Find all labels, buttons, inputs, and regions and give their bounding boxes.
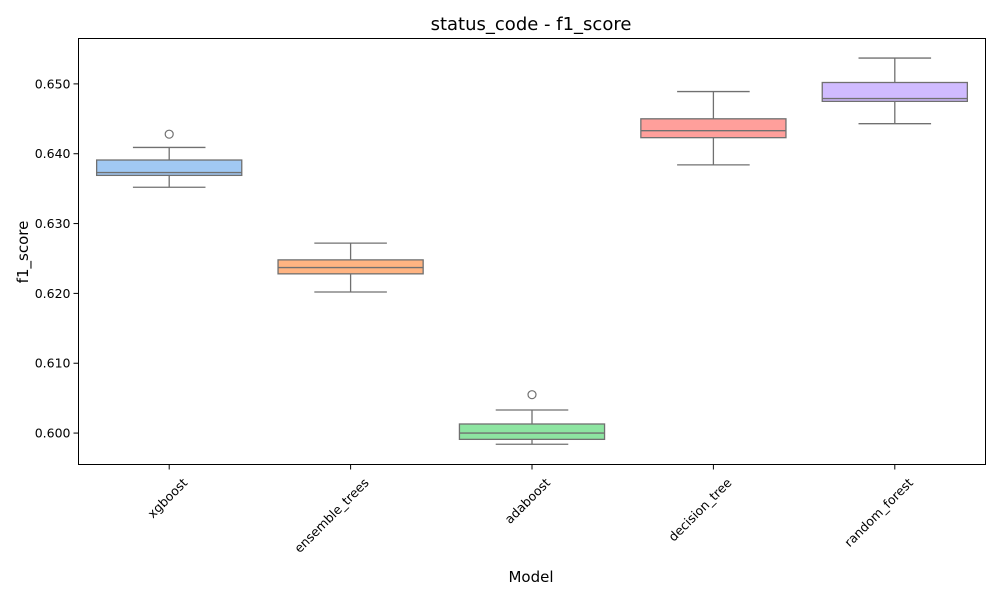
box-decision_tree: [640, 90, 787, 166]
y-tick-label: 0.610: [35, 356, 71, 371]
outlier-point: [164, 129, 174, 139]
chart-title: status_code - f1_score: [431, 14, 632, 35]
x-tick-label: decision_tree: [665, 475, 734, 544]
y-axis: 0.600 0.610 0.620 0.630 0.640 0.650: [35, 76, 79, 441]
x-axis: xgboost ensemble_trees adaboost decision_tr…: [144, 464, 916, 556]
y-tick-label: 0.600: [35, 426, 71, 441]
x-tick-label: ensemble_trees: [291, 475, 372, 556]
box-adaboost: [458, 390, 606, 445]
y-tick-label: 0.640: [35, 146, 71, 161]
box-iqr: [821, 81, 969, 103]
box-iqr: [95, 159, 243, 177]
box-iqr: [640, 118, 787, 139]
box-iqr: [458, 423, 606, 441]
outlier-point: [527, 390, 537, 400]
x-axis-label: Model: [508, 568, 553, 586]
x-tick-label: xgboost: [144, 475, 190, 521]
box-series: [95, 57, 969, 445]
y-tick-label: 0.650: [35, 76, 71, 91]
x-tick-label: adaboost: [502, 475, 554, 527]
box-random_forest: [821, 57, 969, 125]
box-ensemble_trees: [277, 242, 424, 293]
x-tick-label: random_forest: [841, 475, 916, 550]
plot-area: [78, 38, 986, 465]
box-iqr: [277, 259, 424, 275]
y-tick-label: 0.620: [35, 286, 71, 301]
y-tick-label: 0.630: [35, 216, 71, 231]
y-axis-label: f1_score: [14, 221, 33, 284]
box-xgboost: [95, 129, 243, 188]
